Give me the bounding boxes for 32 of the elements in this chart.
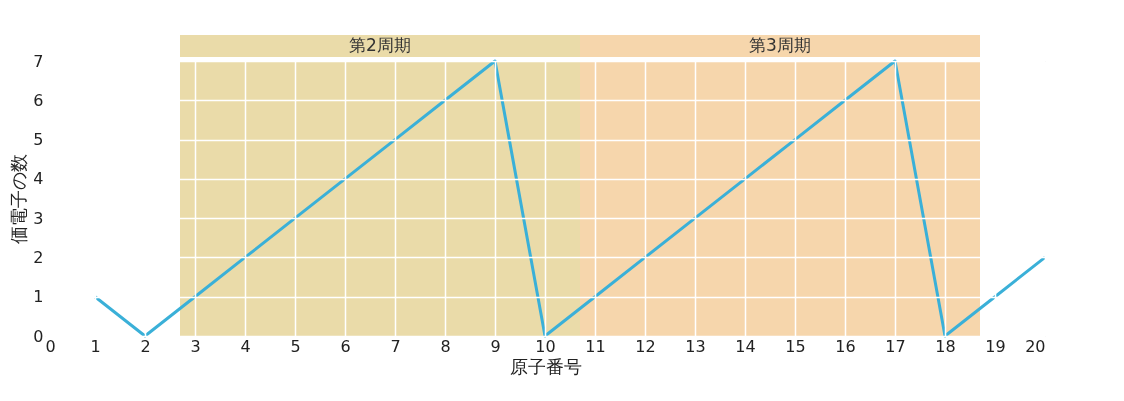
y-axis-title: 価電子の数 xyxy=(8,154,30,244)
x-tick-label: 17 xyxy=(885,336,906,356)
x-tick-label: 3 xyxy=(190,336,201,356)
y-tick-label: 6 xyxy=(33,90,44,110)
x-tick-label: 13 xyxy=(685,336,706,356)
x-tick-label: 14 xyxy=(735,336,756,356)
x-tick-label: 12 xyxy=(635,336,656,356)
x-tick-label: 20 xyxy=(1025,336,1046,356)
x-tick-label: 6 xyxy=(340,336,351,356)
line-series xyxy=(93,59,1047,338)
x-tick-label: 10 xyxy=(535,336,556,356)
x-tick-label: 15 xyxy=(785,336,806,356)
y-tick-label: 1 xyxy=(33,287,44,307)
x-tick-label: 1 xyxy=(90,336,101,356)
x-tick-label: 2 xyxy=(140,336,151,356)
x-tick-label: 18 xyxy=(935,336,956,356)
x-tick-label: 19 xyxy=(985,336,1006,356)
x-tick-label: 7 xyxy=(390,336,401,356)
x-axis-title: 原子番号 xyxy=(509,355,582,377)
x-tick-label: 16 xyxy=(835,336,856,356)
x-tick-label: 5 xyxy=(290,336,301,356)
band-label: 第3周期 xyxy=(749,35,811,55)
x-tick-label: 9 xyxy=(490,336,501,356)
y-tick-label: 5 xyxy=(33,130,44,150)
y-tick-label: 7 xyxy=(33,51,44,71)
band-label: 第2周期 xyxy=(349,35,411,55)
x-tick-label: 8 xyxy=(440,336,451,356)
y-tick-label: 2 xyxy=(33,247,44,267)
y-tick-label: 4 xyxy=(33,169,44,189)
y-tick-label: 3 xyxy=(33,208,44,228)
x-tick-label: 4 xyxy=(240,336,251,356)
x-tick-label: 11 xyxy=(585,336,606,356)
